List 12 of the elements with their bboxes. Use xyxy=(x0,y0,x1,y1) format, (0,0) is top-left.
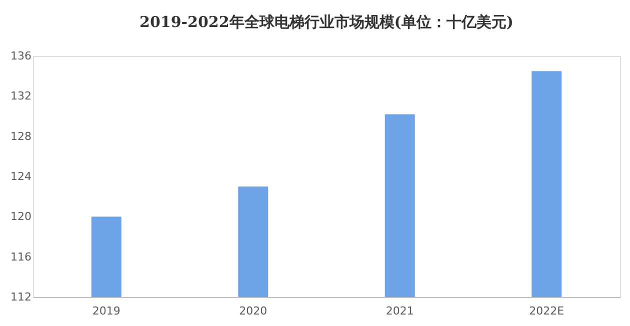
x-tick-label: 2022E xyxy=(529,304,564,318)
y-tick-label: 132 xyxy=(10,90,32,103)
x-tick-label: 2021 xyxy=(386,304,414,318)
y-tick-label: 128 xyxy=(10,130,32,143)
y-tick-label: 124 xyxy=(10,170,32,183)
x-tick-label: 2019 xyxy=(92,304,120,318)
y-tick-label: 120 xyxy=(10,210,32,224)
chart-title: 2019-2022年全球电梯行业市场规模(单位：十亿美元) xyxy=(140,13,514,31)
x-tick-label: 2020 xyxy=(239,304,268,318)
y-tick-label: 136 xyxy=(10,50,32,62)
y-tick-label: 116 xyxy=(10,250,32,264)
y-tick-label: 112 xyxy=(10,290,32,304)
